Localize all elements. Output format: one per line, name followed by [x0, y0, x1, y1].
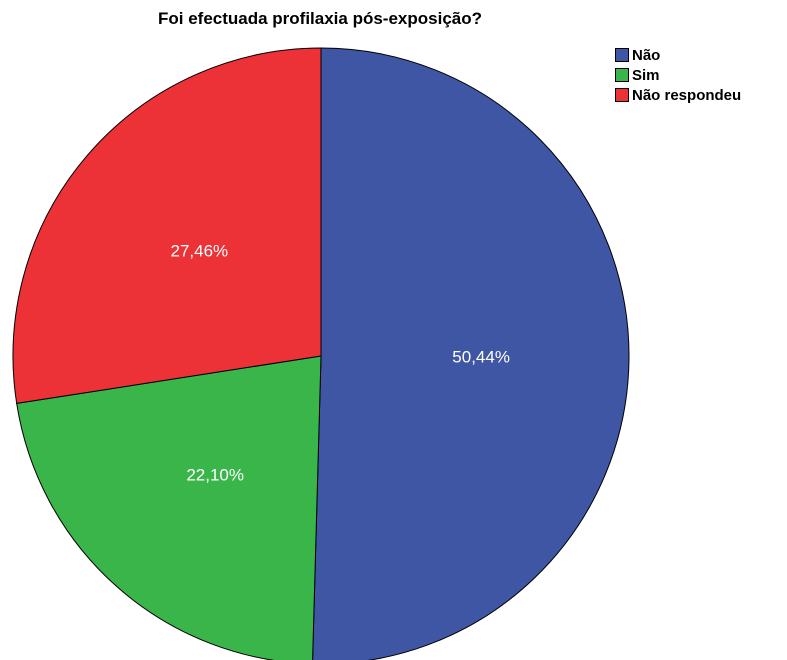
chart-title: Foi efectuada profilaxia pós-exposição?: [157, 9, 483, 28]
legend: Não Sim Não respondeu: [615, 45, 741, 105]
pie-slice-sim: [16, 355, 322, 660]
legend-item-nao-respondeu: Não respondeu: [615, 85, 741, 105]
legend-label: Não respondeu: [632, 86, 742, 104]
legend-item-nao: Não: [615, 45, 741, 65]
pie-data-labels: 50,44% 22,10% 27,46%: [171, 241, 510, 484]
pie-slice-nao: [312, 47, 630, 660]
legend-item-sim: Sim: [615, 65, 741, 85]
legend-swatch: [615, 88, 629, 102]
legend-swatch: [615, 68, 629, 82]
legend-label: Não: [632, 46, 661, 64]
data-label-sim: 22,10%: [186, 466, 244, 485]
legend-label: Sim: [632, 66, 660, 84]
data-label-nao: 50,44%: [452, 348, 510, 367]
data-label-nao-respondeu: 27,46%: [171, 241, 229, 260]
legend-swatch: [615, 48, 629, 62]
pie-slices: [12, 47, 630, 660]
pie-slice-nao-respondeu: [12, 47, 322, 404]
